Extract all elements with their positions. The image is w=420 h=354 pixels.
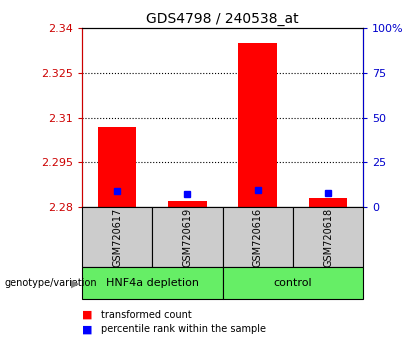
- Bar: [309, 198, 347, 207]
- Bar: [152, 207, 223, 267]
- Bar: [223, 267, 363, 299]
- Text: percentile rank within the sample: percentile rank within the sample: [101, 324, 266, 334]
- Text: GSM720618: GSM720618: [323, 207, 333, 267]
- Text: GSM720619: GSM720619: [182, 207, 192, 267]
- Text: control: control: [274, 278, 312, 288]
- Text: HNF4a depletion: HNF4a depletion: [106, 278, 199, 288]
- Bar: [98, 127, 136, 207]
- Text: genotype/variation: genotype/variation: [4, 278, 97, 288]
- Bar: [239, 43, 277, 207]
- Title: GDS4798 / 240538_at: GDS4798 / 240538_at: [146, 12, 299, 26]
- Text: ■: ■: [82, 324, 92, 334]
- Text: ▶: ▶: [71, 278, 80, 288]
- Bar: [82, 267, 223, 299]
- Bar: [82, 207, 152, 267]
- Text: GSM720617: GSM720617: [112, 207, 122, 267]
- Bar: [168, 201, 207, 207]
- Text: GSM720616: GSM720616: [253, 207, 263, 267]
- Bar: [223, 207, 293, 267]
- Bar: [293, 207, 363, 267]
- Text: transformed count: transformed count: [101, 310, 192, 320]
- Text: ■: ■: [82, 310, 92, 320]
